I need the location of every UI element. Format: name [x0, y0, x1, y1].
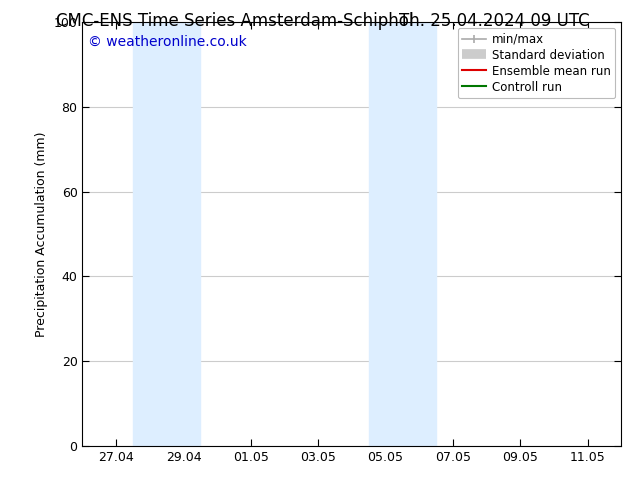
- Text: CMC-ENS Time Series Amsterdam-Schiphol: CMC-ENS Time Series Amsterdam-Schiphol: [56, 12, 413, 30]
- Legend: min/max, Standard deviation, Ensemble mean run, Controll run: min/max, Standard deviation, Ensemble me…: [458, 28, 616, 98]
- Text: Th. 25.04.2024 09 UTC: Th. 25.04.2024 09 UTC: [399, 12, 590, 30]
- Y-axis label: Precipitation Accumulation (mm): Precipitation Accumulation (mm): [35, 131, 48, 337]
- Text: © weatheronline.co.uk: © weatheronline.co.uk: [87, 35, 247, 49]
- Bar: [369, 22, 436, 446]
- Bar: [133, 22, 200, 446]
